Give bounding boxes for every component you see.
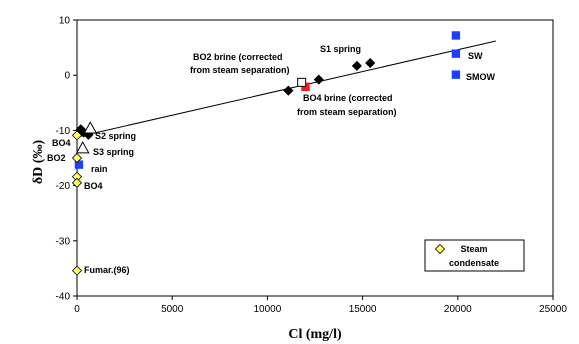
x-tick-label: 25000 (539, 304, 567, 315)
data-point-triangle (75, 141, 90, 154)
data-point-spring (365, 57, 376, 69)
annotation-smow: SMOW (466, 72, 496, 82)
x-tick-label: 15000 (349, 304, 377, 315)
data-point-steam-condensate (71, 177, 83, 188)
annotation-bo2: BO2 (47, 153, 66, 163)
data-point-seawater (451, 70, 461, 79)
data-point-spring (283, 85, 294, 96)
y-axis-title: δD (‰) (31, 140, 46, 185)
annotation-sw: SW (468, 51, 483, 61)
y-tick-label: -20 (56, 181, 71, 192)
y-tick-label: -30 (56, 236, 71, 247)
x-tick-label: 0 (74, 304, 80, 315)
annotation-bo4-upper: BO4 (52, 138, 71, 148)
x-tick-label: 20000 (444, 304, 472, 315)
legend-label-line1: Steam (460, 244, 487, 254)
annotation-bo2-brine-line1: BO2 brine (corrected (193, 52, 283, 62)
annotation-s1-spring: S1 spring (320, 44, 361, 54)
y-tick-label: -40 (56, 292, 71, 303)
annotation-bo4-lower: BO4 (84, 181, 103, 191)
y-axis: -40 -30 -20 -10 0 10 (56, 16, 77, 303)
annotation-bo2-brine-line2: from steam separation) (190, 65, 290, 75)
annotation-bo4-brine-line2: from steam separation) (297, 107, 397, 117)
data-point-seawater (74, 160, 84, 169)
data-point-seawater (451, 49, 461, 58)
legend-box (424, 239, 525, 272)
x-tick-label: 5000 (161, 304, 184, 315)
data-point-triangle (83, 121, 98, 134)
annotation-rain: rain (91, 164, 108, 174)
legend: Steam condensate (424, 239, 525, 272)
data-point-steam-condensate (71, 265, 83, 276)
annotation-bo4-brine-line1: BO4 brine (corrected (303, 93, 393, 103)
data-point-bo2-brine (297, 77, 307, 87)
y-tick-label: -10 (56, 126, 71, 137)
data-point-steam-condensate (71, 130, 83, 141)
annotation-s2-spring: S2 spring (95, 131, 136, 141)
data-points (71, 31, 461, 276)
data-point-spring (313, 74, 324, 85)
data-point-spring (351, 60, 362, 71)
legend-marker (434, 243, 446, 255)
x-axis-title: Cl (mg/l) (288, 327, 342, 342)
y-tick-label: 0 (64, 71, 70, 82)
annotation-s3-spring: S3 spring (93, 147, 134, 157)
y-tick-label: 10 (59, 16, 71, 27)
data-point-steam-condensate (71, 152, 83, 164)
annotation-fumarole: Fumar.(96) (84, 265, 130, 275)
x-tick-label: 10000 (253, 304, 281, 315)
x-axis: 0 5000 10000 15000 20000 25000 (74, 296, 567, 315)
legend-label-line2: condensate (449, 258, 499, 268)
data-point-seawater (451, 31, 461, 40)
